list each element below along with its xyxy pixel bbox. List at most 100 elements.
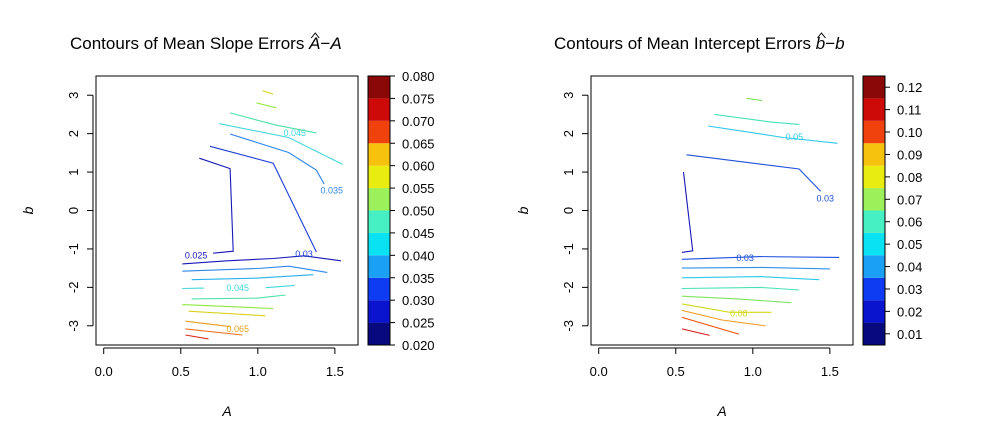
x-axis: 0.0 0.5 1.0 1.5 [590,347,839,379]
colorbar: 0.01 0.02 0.03 0.04 0.05 0.06 0.07 0.08 0.09 0.10… [862,75,922,346]
colorbar-tick-label: 0.08 [897,170,922,185]
contour-label: 0.03 [816,193,834,203]
contour-line [262,90,274,95]
colorbar-band [863,98,885,121]
chart-title-base-var: A [329,34,341,53]
y-tick-label: 3 [66,92,81,99]
colorbar-tick-label: 0.10 [897,125,922,140]
contour-line [686,154,821,192]
colorbar-tick-label: 0.025 [402,316,435,331]
y-axis: -3 -2 -1 0 1 2 3 [66,92,94,332]
colorbar-tick-label: 0.09 [897,147,922,162]
contour-line [229,133,325,185]
contour-label: 0.045 [284,128,307,138]
contour-line [185,320,231,328]
colorbar-tick-label: 0.045 [402,226,435,241]
y-tick-label: 0 [66,207,81,214]
chart-title: Contours of Mean Slope Errors A−A [70,34,342,53]
colorbar-band [368,143,390,166]
contour-line [681,266,830,270]
colorbar-band [863,210,885,233]
colorbar-band [863,232,885,256]
contour-line [681,256,840,260]
colorbar-frame [862,75,886,346]
contour-line [182,265,328,273]
colorbar-tick-label: 0.055 [402,181,435,196]
colorbar-tick-label: 0.02 [897,304,922,319]
colorbar-band [368,76,390,99]
y-tick-label: -3 [561,320,576,332]
x-tick-label: 1.0 [744,364,762,379]
contour-line [191,294,286,300]
colorbar-tick-label: 0.03 [897,282,922,297]
hat-accent-icon [310,32,320,39]
contour-line [681,328,710,336]
colorbar-band [863,76,885,99]
contour-label: 0.03 [295,249,313,259]
contour-label: 0.045 [227,283,250,293]
colorbar-band [863,165,885,189]
colorbar-tick-label: 0.065 [402,136,435,151]
colorbar-tick-label: 0.04 [897,260,922,275]
contour-label: 0.035 [321,186,344,196]
contour-label: 0.05 [786,132,804,142]
hat-accent-icon [817,32,826,39]
chart-title-hat-var: A [308,34,320,53]
contour-line [708,125,838,144]
contour-line [199,157,234,254]
colorbar-band [368,255,390,278]
y-tick-label: -2 [66,282,81,294]
x-axis: 0.0 0.5 1.0 1.5 [95,347,344,379]
colorbar-band [863,300,885,323]
contour-line [185,334,209,340]
contour-line [191,274,314,281]
colorbar-band [368,120,390,144]
contour-line [746,97,763,102]
chart-title: Contours of Mean Intercept Errors b−b [554,34,845,53]
contour-line [681,309,766,327]
colorbar-band [863,277,885,301]
colorbar-tick-label: 0.070 [402,114,435,129]
y-tick-label: 1 [561,168,576,175]
colorbar: 0.020 0.025 0.030 0.035 0.040 0.045 0.050 0.055… [367,69,435,353]
contour-line [681,276,820,281]
x-axis-label: A [716,403,726,419]
colorbar-band [368,300,390,323]
x-tick-label: 0.5 [667,364,685,379]
colorbar-tick-label: 0.11 [897,103,921,118]
colorbar-tick-label: 0.035 [402,271,435,286]
contour-line [185,328,243,336]
y-tick-label: -3 [66,320,81,332]
colorbar-band [863,255,885,278]
contour-line [681,295,792,304]
colorbar-tick-label: 0.05 [897,237,922,252]
contour-line [182,255,342,265]
y-tick-label: -2 [561,282,576,294]
plot-frame [95,75,359,346]
contour-line [681,172,694,253]
contour-label: 0.03 [736,253,754,263]
contour-label: 0.08 [730,309,748,319]
contour-line [714,113,800,125]
colorbar-tick-label: 0.040 [402,248,435,263]
contour-line [209,145,317,253]
colorbar-tick-label: 0.020 [402,338,435,353]
contour-line [188,310,266,317]
colorbar-band [368,277,390,301]
x-tick-label: 1.5 [821,364,839,379]
x-axis-label: A [221,403,231,419]
colorbar-band [368,210,390,233]
contour-line [256,102,277,109]
contour-lines: 0.025 0.03 0.035 0.045 0.045 0.065 [182,90,344,340]
colorbar-tick-label: 0.01 [897,327,922,342]
contour-lines: 0.03 0.03 0.05 0.08 [681,97,840,336]
chart-title-base-var: b [835,34,844,53]
contour-line [681,303,772,313]
colorbar-tick-label: 0.030 [402,293,435,308]
contour-line [219,123,343,165]
colorbar-band [863,322,885,345]
x-tick-label: 0.5 [172,364,190,379]
contour-label: 0.065 [227,324,250,334]
colorbar-band [368,322,390,345]
y-tick-label: 2 [66,130,81,137]
